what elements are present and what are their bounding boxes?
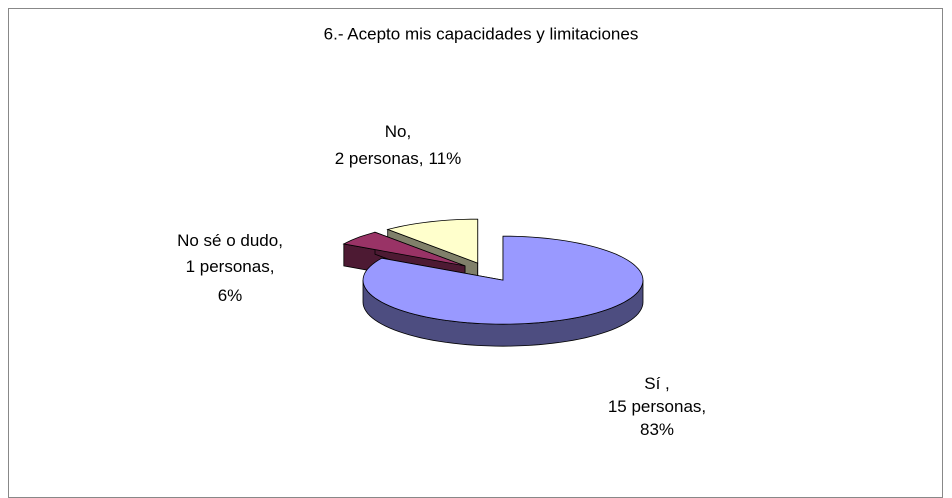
slice-top [342,231,466,267]
data-label-part: 2 personas, [335,149,424,168]
data-label-part: No, [385,122,411,141]
data-label: No, [385,122,411,141]
data-label-part: 6% [218,286,243,305]
data-label-part: 83% [640,420,674,439]
data-label-part: No sé o dudo, [177,231,283,250]
data-label: 6% [218,286,243,305]
data-label-part: Sí , [644,374,670,393]
chart-title: 6.- Acepto mis capacidades y limitacione… [324,24,639,43]
slice-top [386,218,479,264]
data-label: 15 personas, [608,397,706,416]
data-label: 1 personas, [186,257,275,276]
data-label-part: 11% [429,149,462,168]
slice [362,235,644,347]
data-label: 83% [640,420,674,439]
slice-top [362,235,644,325]
data-label: No sé o dudo, [177,231,283,250]
data-label: 2 personas, 11% [335,149,462,168]
data-label-part: 1 personas, [186,257,275,276]
data-label: Sí , [644,374,670,393]
data-label-part: 15 personas, [608,397,706,416]
